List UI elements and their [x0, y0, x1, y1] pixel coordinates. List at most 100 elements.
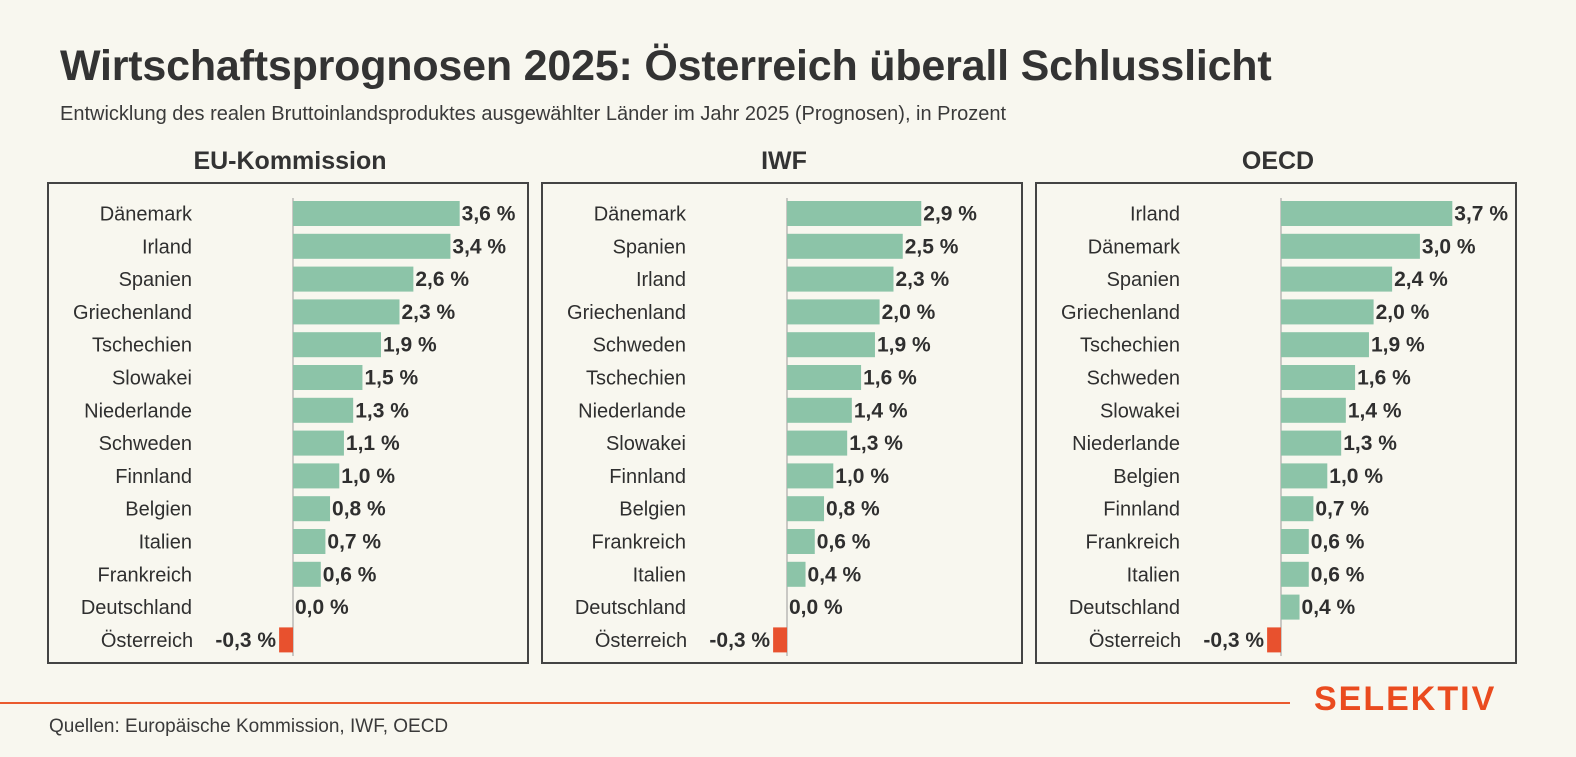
data-label: 2,0 %	[882, 301, 936, 324]
category-label: Belgien	[125, 499, 192, 521]
data-label: 2,4 %	[1394, 268, 1448, 291]
bar-chart-oecd: Irland 3,7 % Dänemark 3,0 % Spanien 2,4 % Grie…	[1061, 198, 1508, 656]
category-label: Belgien	[1113, 466, 1180, 488]
category-label: Frankreich	[98, 564, 192, 586]
data-label: 0,6 %	[323, 563, 377, 586]
category-label: Finnland	[1103, 499, 1180, 521]
bar-10	[787, 529, 815, 554]
data-label: -0,3 %	[1203, 629, 1264, 652]
bar-5	[787, 365, 862, 390]
category-label: Deutschland	[575, 597, 686, 619]
data-label: 0,0 %	[295, 596, 349, 619]
bar-3	[787, 299, 880, 325]
data-label: 0,6 %	[817, 531, 871, 554]
chart-subtitle: Entwicklung des realen Bruttoinlandsprod…	[60, 103, 1007, 125]
data-label: 0,0 %	[789, 596, 843, 619]
divider-line	[0, 702, 1290, 704]
data-label: 1,6 %	[863, 367, 917, 390]
data-label: 1,9 %	[383, 334, 437, 357]
category-label: Tschechien	[586, 368, 686, 390]
bar-5	[293, 365, 363, 390]
category-label: Slowakei	[606, 433, 686, 455]
data-label: 0,4 %	[808, 563, 862, 586]
data-label: 1,1 %	[346, 432, 400, 455]
data-label: 3,6 %	[462, 203, 516, 226]
bar-8	[1281, 463, 1328, 489]
category-label: Niederlande	[1072, 433, 1180, 455]
category-label: Österreich	[1089, 630, 1181, 652]
bar-1	[293, 233, 451, 259]
bar-10	[1281, 529, 1309, 554]
category-label: Niederlande	[578, 400, 686, 422]
bar-3	[1281, 299, 1374, 325]
data-label: 1,4 %	[1348, 399, 1402, 422]
data-label: 1,3 %	[1343, 432, 1397, 455]
brand-logo: SELEKTIV	[1314, 680, 1497, 718]
bar-0	[293, 201, 460, 226]
data-label: 1,5 %	[364, 367, 418, 390]
panel-iwf: Dänemark 2,9 % Spanien 2,5 % Irland 2,3 % Grie…	[541, 182, 1023, 664]
source-note: Quellen: Europäische Kommission, IWF, OE…	[49, 716, 449, 737]
data-label: 3,4 %	[452, 235, 506, 258]
bar-6	[293, 397, 354, 423]
data-label: 2,5 %	[905, 235, 959, 258]
category-label: Österreich	[595, 630, 687, 652]
category-label: Dänemark	[594, 204, 687, 226]
category-label: Irland	[142, 236, 192, 258]
bar-4	[787, 332, 875, 358]
category-label: Deutschland	[81, 597, 192, 619]
bar-11	[1281, 561, 1309, 587]
bar-0	[787, 201, 922, 226]
category-label: Tschechien	[92, 335, 192, 357]
data-label: -0,3 %	[215, 629, 276, 652]
panel-title-oecd: OECD	[1241, 147, 1315, 175]
data-label: 2,3 %	[895, 268, 949, 291]
category-label: Frankreich	[592, 532, 686, 554]
data-label: 2,9 %	[923, 203, 977, 226]
bar-7	[787, 430, 848, 456]
data-label: 2,3 %	[401, 301, 455, 324]
bar-13	[1267, 627, 1281, 653]
category-label: Spanien	[1107, 269, 1180, 291]
panel-title-eu: EU-Kommission	[193, 147, 387, 175]
data-label: 1,6 %	[1357, 367, 1411, 390]
bar-4	[293, 332, 381, 358]
data-label: 0,7 %	[1315, 498, 1369, 521]
bar-7	[1281, 430, 1342, 456]
bar-10	[293, 529, 326, 554]
bar-5	[1281, 365, 1356, 390]
category-label: Belgien	[619, 499, 686, 521]
data-label: 0,4 %	[1302, 596, 1356, 619]
category-label: Dänemark	[1088, 236, 1181, 258]
bar-7	[293, 430, 344, 456]
bar-8	[293, 463, 340, 489]
category-label: Schweden	[1087, 368, 1180, 390]
data-label: 2,0 %	[1376, 301, 1430, 324]
data-label: 2,6 %	[415, 268, 469, 291]
category-label: Tschechien	[1080, 335, 1180, 357]
category-label: Österreich	[101, 630, 193, 652]
bar-13	[773, 627, 787, 653]
panel-oecd: Irland 3,7 % Dänemark 3,0 % Spanien 2,4 % Grie…	[1035, 182, 1517, 664]
data-label: 1,0 %	[835, 465, 889, 488]
category-label: Italien	[633, 564, 686, 586]
bar-2	[787, 266, 894, 292]
category-label: Schweden	[99, 433, 192, 455]
bar-8	[787, 463, 834, 489]
category-label: Irland	[1130, 204, 1180, 226]
category-label: Slowakei	[1100, 400, 1180, 422]
category-label: Irland	[636, 269, 686, 291]
category-label: Dänemark	[100, 204, 193, 226]
data-label: 1,0 %	[341, 465, 395, 488]
bar-3	[293, 299, 400, 325]
bar-9	[787, 496, 825, 522]
data-label: 1,4 %	[854, 399, 908, 422]
data-label: 0,6 %	[1311, 531, 1365, 554]
category-label: Slowakei	[112, 368, 192, 390]
bar-4	[1281, 332, 1369, 358]
data-label: 1,3 %	[849, 432, 903, 455]
data-label: 0,8 %	[332, 498, 386, 521]
bar-1	[787, 233, 903, 259]
category-label: Italien	[139, 532, 192, 554]
data-label: 1,9 %	[1371, 334, 1425, 357]
